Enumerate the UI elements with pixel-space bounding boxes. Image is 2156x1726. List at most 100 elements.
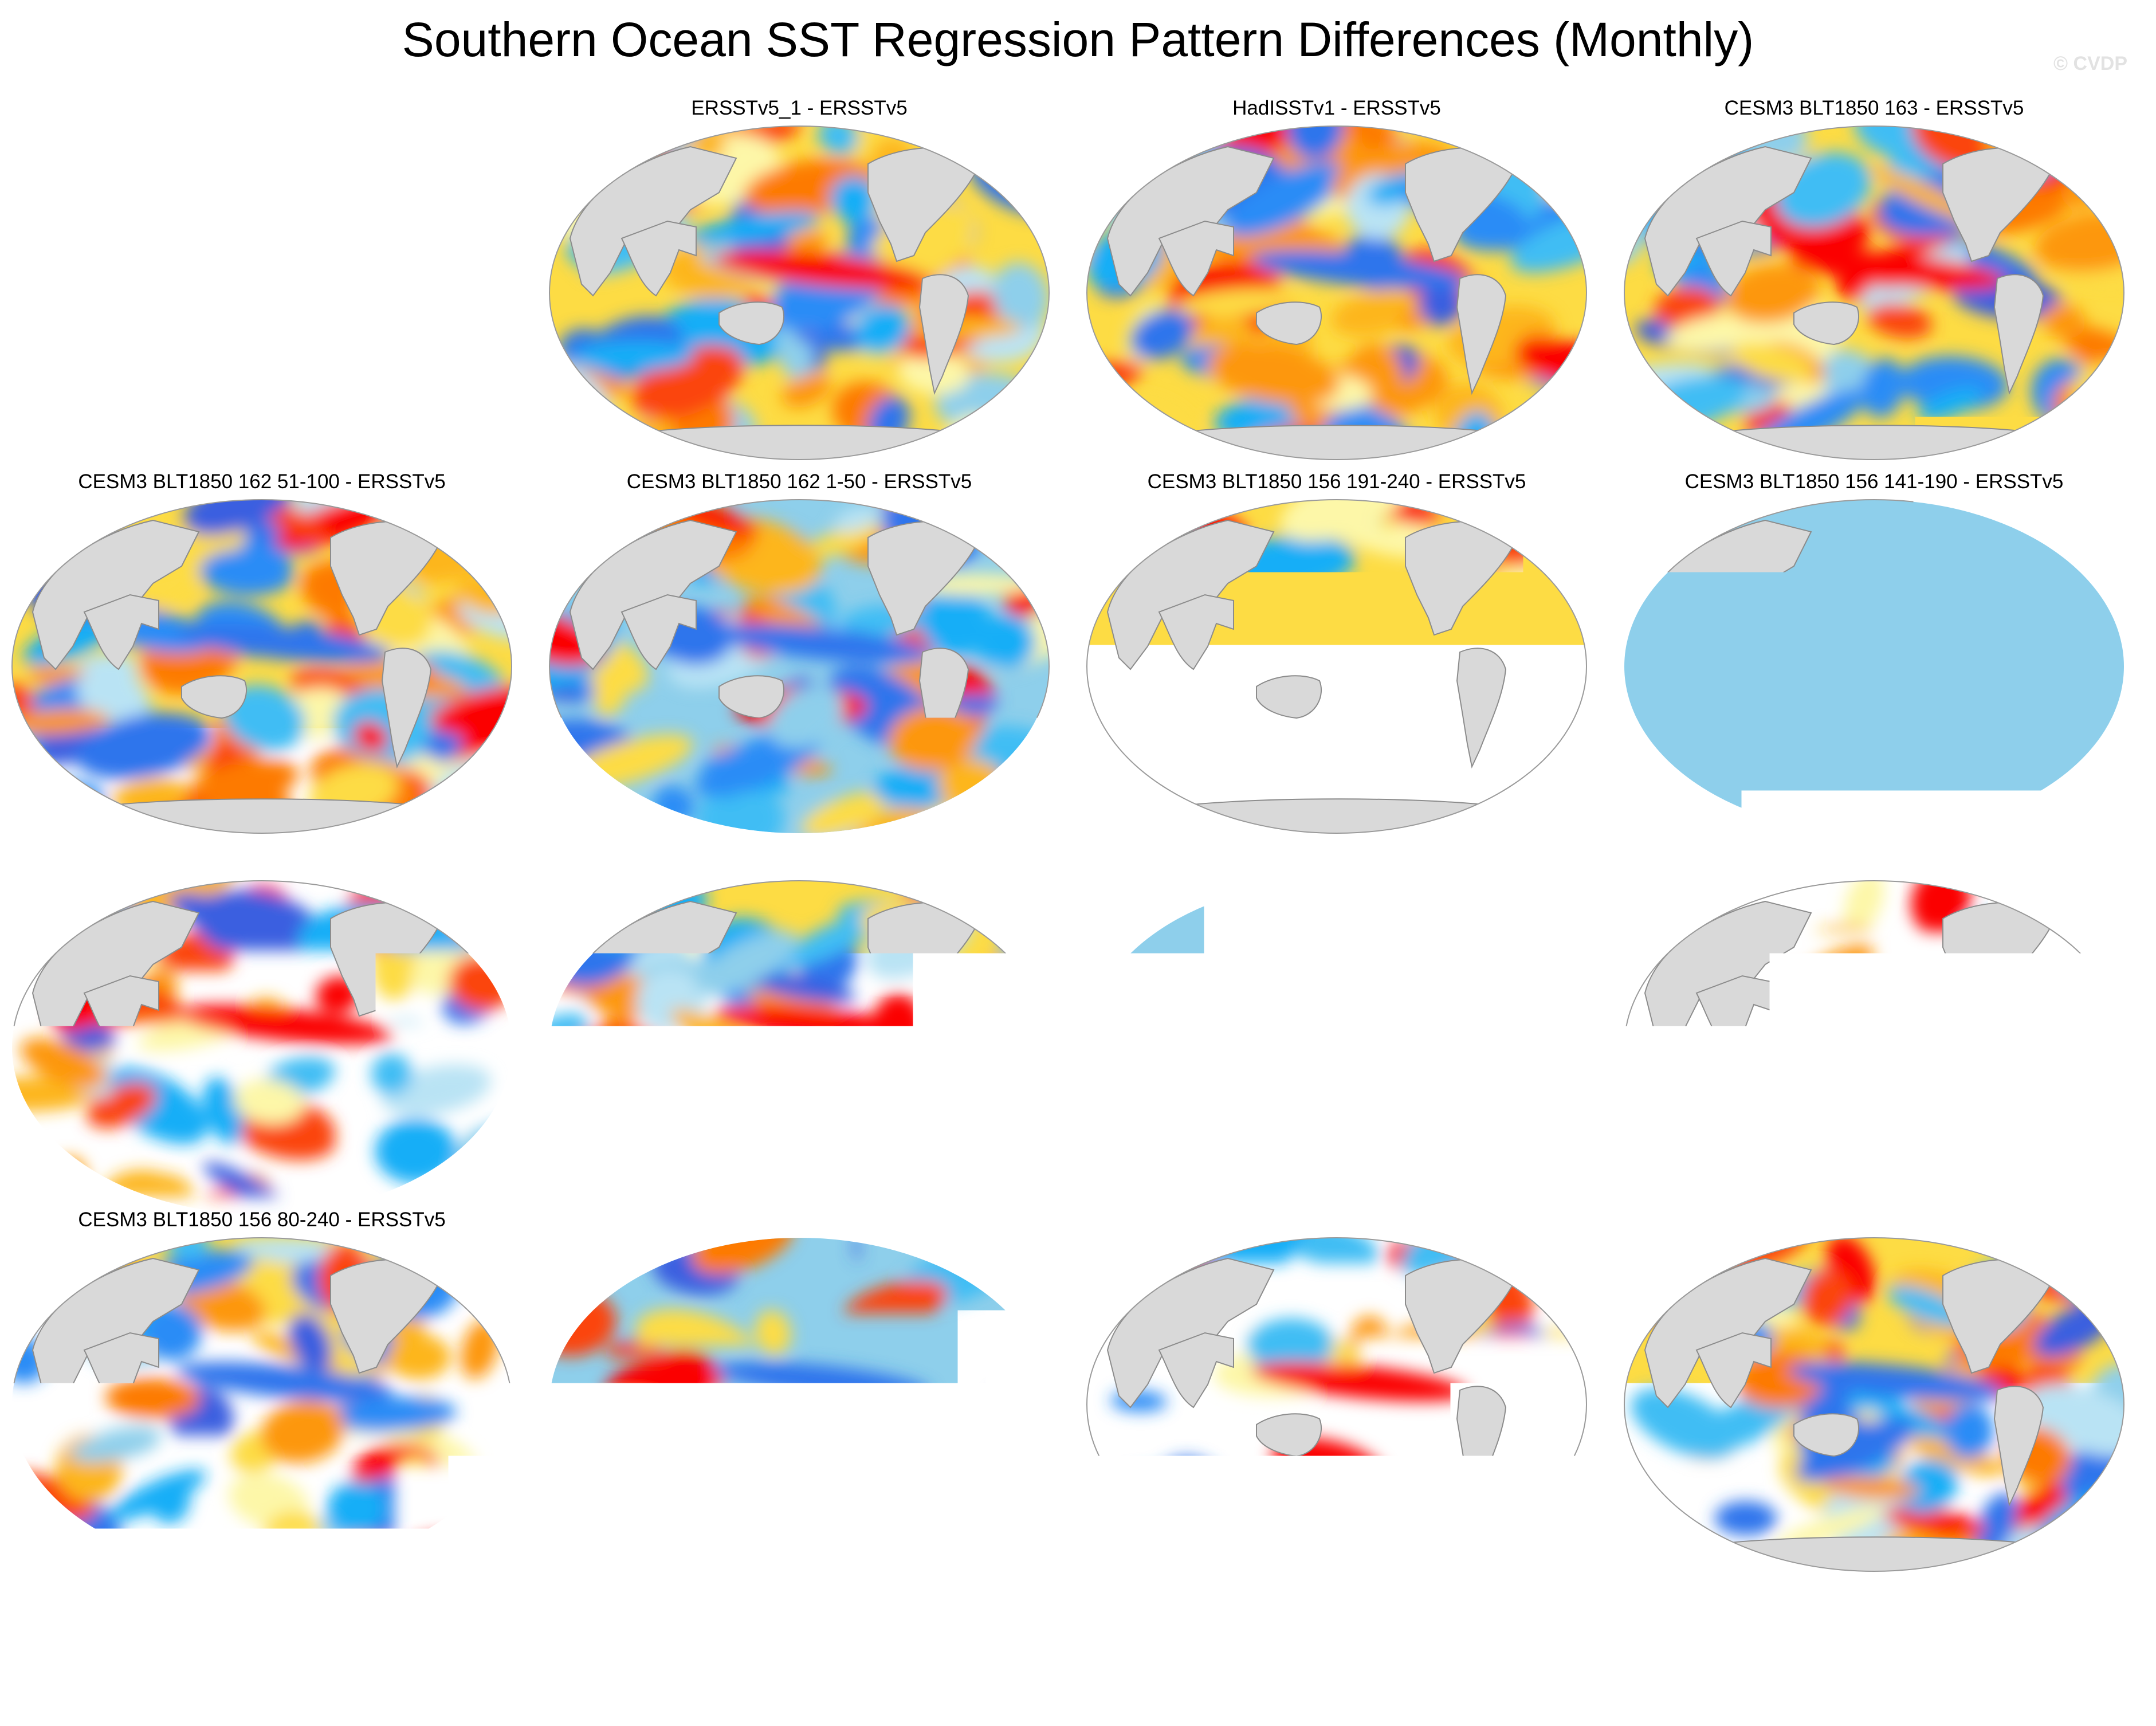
map-panel: CESM3 BLT1850 121 101-150 - ERSSTv5 <box>1085 851 1589 1218</box>
robinson-map <box>547 124 1051 462</box>
colorbar <box>385 1601 1773 1633</box>
map-panel: CESM2 piControl C - ERSSTv5 <box>547 1208 1051 1575</box>
anomaly-blob <box>1631 794 1736 835</box>
land-mask <box>2023 141 2063 164</box>
robinson-map <box>1085 878 1589 1217</box>
robinson-map <box>1085 124 1589 462</box>
robinson-map <box>1622 1235 2126 1574</box>
map-panel: CESM3 BLT1850 162 1-50 - ERSSTv5 <box>547 470 1051 837</box>
anomaly-blob <box>963 878 1050 934</box>
anomaly-blob <box>451 890 514 944</box>
anomaly-blob <box>1715 1501 1777 1535</box>
anomaly-blob <box>1085 1149 1152 1217</box>
panel-title: CESM3 BLT1850 121 101-150 - ERSSTv5 <box>1085 851 1589 875</box>
land-mask <box>616 799 983 833</box>
anomaly-blob <box>2034 423 2086 462</box>
colorbar-units: C/C <box>0 1671 2156 1712</box>
anomaly-blob <box>1529 497 1589 552</box>
colorbar-swatch <box>1010 1601 1079 1633</box>
land-mask <box>411 515 451 538</box>
anomaly-blob <box>1634 1168 1677 1206</box>
colorbar-swatch <box>662 1601 732 1633</box>
panel-title: CESM2 piControl A - ERSSTv5 <box>1622 1208 2126 1232</box>
colorbar-tick-label: -0.75 <box>761 1634 842 1676</box>
map-panel: CESM3 BLT1850 156 91-140 - ERSSTv5 <box>10 851 514 1218</box>
land-mask <box>616 425 983 460</box>
colorbar-tick-label: -1.25 <box>622 1634 703 1676</box>
map-panel: CESM3 BLT1850 156 80-240 - ERSSTv5 <box>10 1208 514 1575</box>
land-mask <box>411 1253 451 1276</box>
anomaly-blob <box>402 1537 486 1574</box>
land-mask <box>2023 1253 2063 1276</box>
map-panel: CESM3 BLT1850 156 141-190 - ERSSTv5 <box>1622 470 2126 837</box>
anomaly-blob <box>547 878 606 932</box>
map-panel: CESM2 piControl A - ERSSTv5 <box>1622 1208 2126 1575</box>
colorbar-swatch <box>593 1601 663 1633</box>
robinson-map <box>10 497 514 835</box>
map-panel: CESM3 BLT1850 156 191-240 - ERSSTv5 <box>1085 470 1589 837</box>
map-panel: ERSSTv5_1 - ERSSTv5 <box>547 96 1051 463</box>
anomaly-blob <box>971 1540 1048 1574</box>
land-mask <box>1486 141 1526 164</box>
land-mask <box>616 1537 983 1571</box>
colorbar-swatch <box>1079 1601 1149 1633</box>
anomaly-blob <box>1622 878 1684 919</box>
robinson-map <box>547 878 1051 1217</box>
anomaly-blob <box>10 878 85 937</box>
anomaly-blob <box>1097 878 1189 920</box>
land-mask <box>948 896 988 919</box>
anomaly-blob <box>1085 878 1158 942</box>
anomaly-blob <box>1483 425 1545 462</box>
anomaly-blob <box>1622 497 1703 538</box>
anomaly-blob <box>560 410 627 462</box>
land-mask <box>1486 515 1526 538</box>
land-mask <box>2023 896 2063 919</box>
colorbar-swatch <box>732 1601 802 1633</box>
robinson-map <box>547 497 1051 835</box>
colorbar-tick-label: 0.25 <box>1183 1634 1252 1676</box>
robinson-map <box>10 878 514 1217</box>
anomaly-blob <box>1085 781 1122 835</box>
anomaly-blob <box>2010 1546 2126 1574</box>
land-mask <box>1691 1537 2057 1571</box>
anomaly-blob <box>2075 1235 2126 1294</box>
anomaly-blob <box>379 497 429 519</box>
colorbar-swatch <box>1287 1601 1357 1633</box>
colorbar-swatch <box>1148 1601 1218 1633</box>
colorbar-swatch <box>385 1601 455 1633</box>
anomaly-blob <box>10 1537 78 1574</box>
anomaly-blob <box>10 1506 69 1574</box>
panel-title: CESM3 BLT1850 162 25-100 - ERSSTv5 <box>1622 851 2126 875</box>
land-mask <box>2023 515 2063 538</box>
colorbar-swatch <box>454 1601 524 1633</box>
panel-title: CESM3 BLT1850 163 - ERSSTv5 <box>1622 96 2126 120</box>
colorbar-swatch <box>1495 1601 1565 1633</box>
anomaly-blob <box>547 516 578 550</box>
land-mask <box>948 515 988 538</box>
colorbar-swatch <box>1565 1601 1635 1633</box>
colorbar-swatch <box>802 1601 871 1633</box>
panel-title: CESM3 BLT1850 121 151-200 - ERSSTv5 <box>547 851 1051 875</box>
robinson-map <box>1622 878 2126 1217</box>
anomaly-blob <box>92 878 137 904</box>
anomaly-blob <box>1624 124 1742 164</box>
anomaly-blob <box>448 1501 514 1574</box>
robinson-map <box>1085 497 1589 835</box>
panel-title: CESM2 piControl C - ERSSTv5 <box>547 1208 1051 1232</box>
robinson-map <box>10 1235 514 1574</box>
colorbar-tick-label: -0.25 <box>900 1634 980 1676</box>
land-mask <box>411 896 451 919</box>
robinson-map <box>547 1235 1051 1574</box>
anomaly-blob <box>1676 444 1758 462</box>
map-panel: CESM3 BLT1850 121 151-200 - ERSSTv5 <box>547 851 1051 1218</box>
colorbar-swatch <box>940 1601 1010 1633</box>
anomaly-blob <box>1521 497 1587 539</box>
land-mask <box>1486 1253 1526 1276</box>
anomaly-blob <box>1538 1535 1589 1562</box>
land-mask <box>948 1253 988 1276</box>
panel-title: CESM3 BLT1850 162 51-100 - ERSSTv5 <box>10 470 514 494</box>
land-mask <box>1153 799 1520 833</box>
colorbar-tick-label: 1.25 <box>1460 1634 1530 1676</box>
land-mask <box>78 799 445 833</box>
panel-title: CESM3 BLT1850 156 80-240 - ERSSTv5 <box>10 1208 514 1232</box>
